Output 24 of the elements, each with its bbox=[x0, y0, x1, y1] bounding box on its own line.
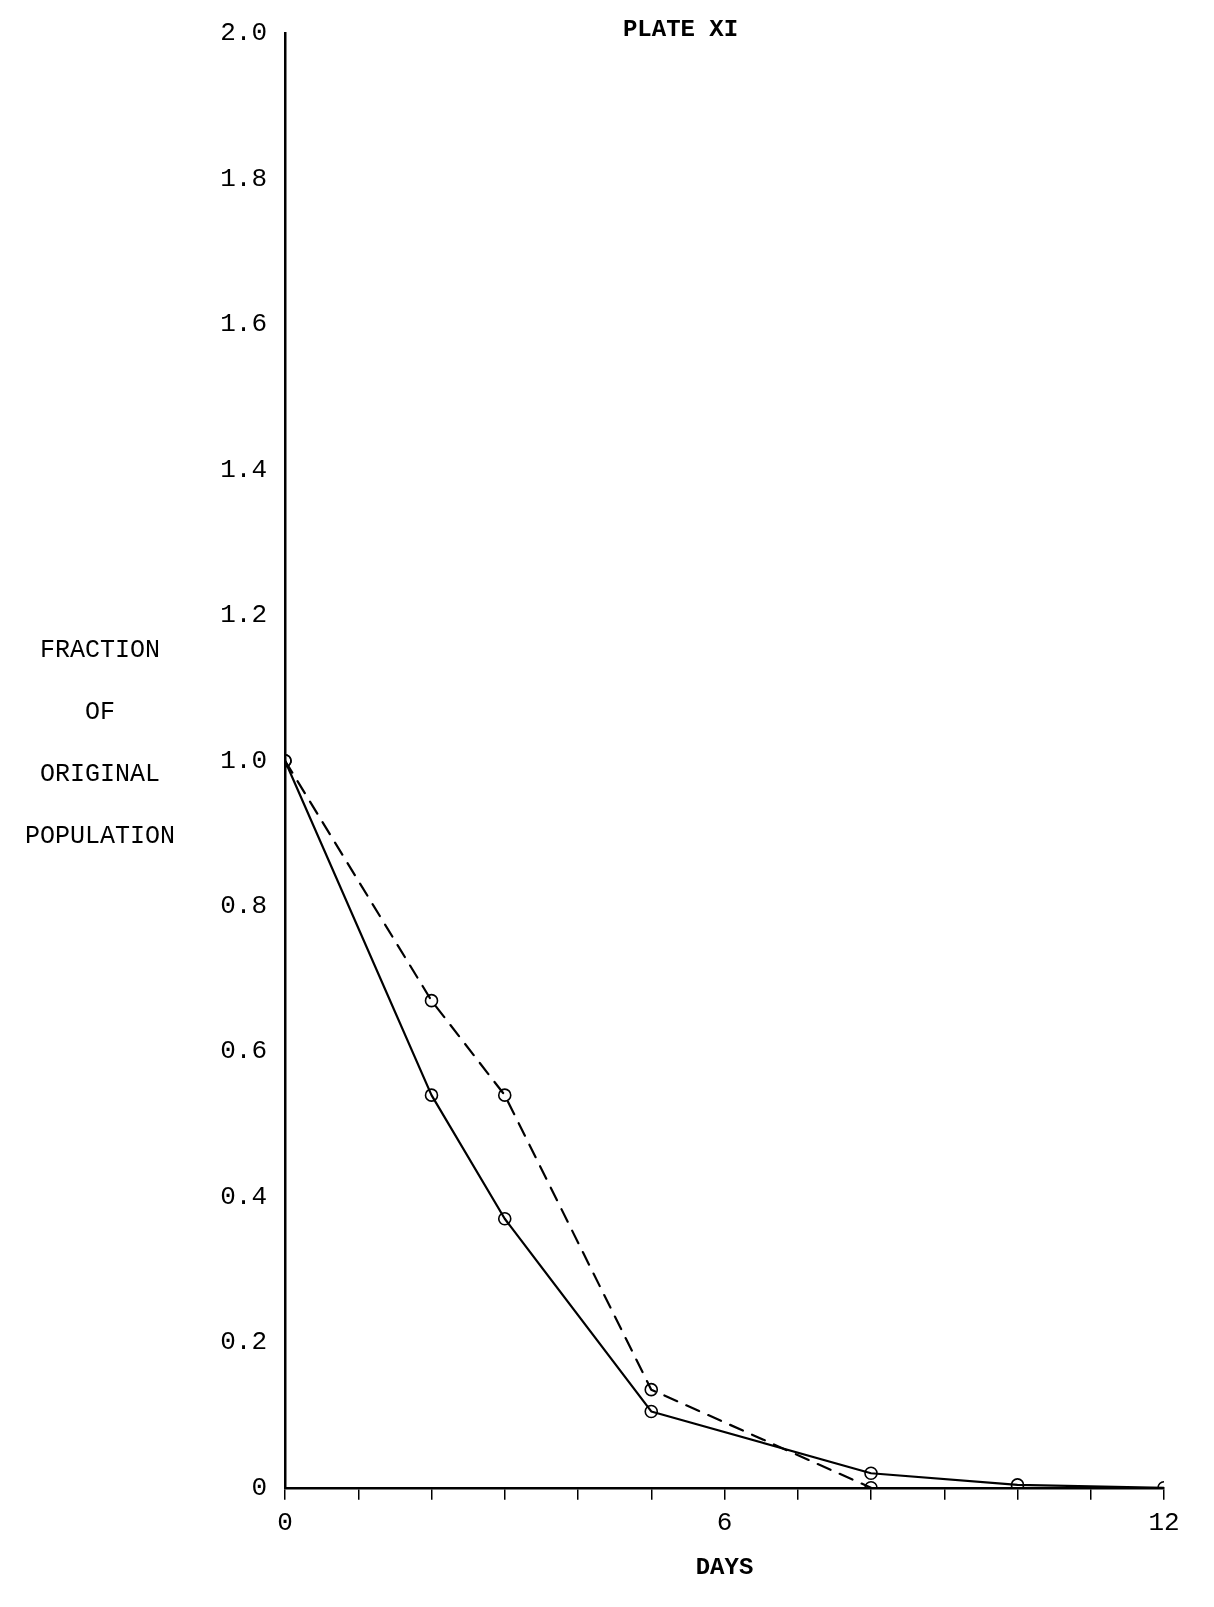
point bbox=[497, 1211, 512, 1226]
text: FRACTION OF ORIGINAL POPULATION bbox=[24, 636, 176, 852]
y-tick-label: 1.8 bbox=[220, 163, 267, 194]
y-tick-label: 0.6 bbox=[220, 1036, 267, 1067]
point bbox=[864, 1466, 878, 1481]
y-tick-label: 0.8 bbox=[220, 891, 267, 922]
point bbox=[644, 1382, 659, 1397]
y-tick-label: 2.0 bbox=[220, 18, 267, 49]
y-tick-label: 1.0 bbox=[220, 745, 267, 776]
x-tick-label: 12 bbox=[1148, 1508, 1180, 1539]
x-axis-title: DAYS bbox=[695, 1553, 754, 1581]
point bbox=[424, 993, 439, 1008]
point bbox=[497, 1088, 512, 1102]
y-tick-label: 0 bbox=[251, 1472, 267, 1503]
x-tick-label: 6 bbox=[716, 1508, 733, 1539]
y-tick-label: 1.6 bbox=[220, 309, 267, 340]
y-tick-label: 1.4 bbox=[220, 454, 267, 485]
y-tick-label: 0.2 bbox=[220, 1327, 267, 1358]
y-tick-label: 1.2 bbox=[220, 600, 267, 631]
x-tick-label: 0 bbox=[277, 1508, 293, 1539]
y-tick-label: 0.4 bbox=[220, 1181, 267, 1212]
chart-title: PLATE XI bbox=[622, 16, 739, 44]
point bbox=[644, 1404, 659, 1419]
point bbox=[424, 1088, 439, 1102]
